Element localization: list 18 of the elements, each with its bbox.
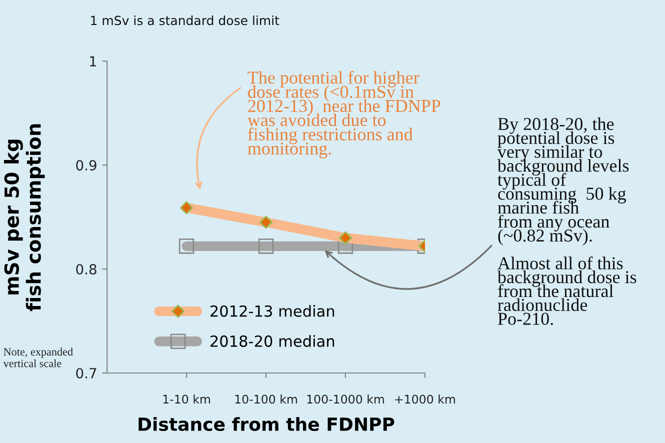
legend-label: 2012-13 median [210,305,334,317]
y-tick-label: 0.9 [76,160,96,171]
y-tick-label: 0.8 [76,264,96,275]
text: 1 mSv is a standard dose limit [91,16,280,26]
point [258,238,274,254]
legend-label: 2018-20 median [210,335,334,347]
y-tick-label: 0.7 [76,368,96,378]
x-tick-label: +1000 km [395,394,455,404]
text: Note, expanded vertical scale [3,348,73,368]
text: By 2018-20, the potential dose is very similar to background levels typical of consuming 50 kg marine fish from any ocean (~0.82 mSv). Almost all of this background dose is from the natural radionuclide Po-210. [497,117,636,325]
x-tick-label: 1-10 km [163,394,210,404]
point [178,238,194,254]
x-axis-title: Distance from the FDNPP [138,417,394,432]
y-tick-label: 1 [90,56,96,66]
annotation: The potential for higher dose rates (<0.1mSv in 2012-13) near the FDNPP was avoided due to fishing restrictions and monitoring. [247,70,440,158]
x-tick-label: 10-100 km [235,394,297,404]
x-tick-label: 100-1000 km [307,394,384,404]
y-axis-title: mSv per 50 kg fish consumption [4,124,45,312]
